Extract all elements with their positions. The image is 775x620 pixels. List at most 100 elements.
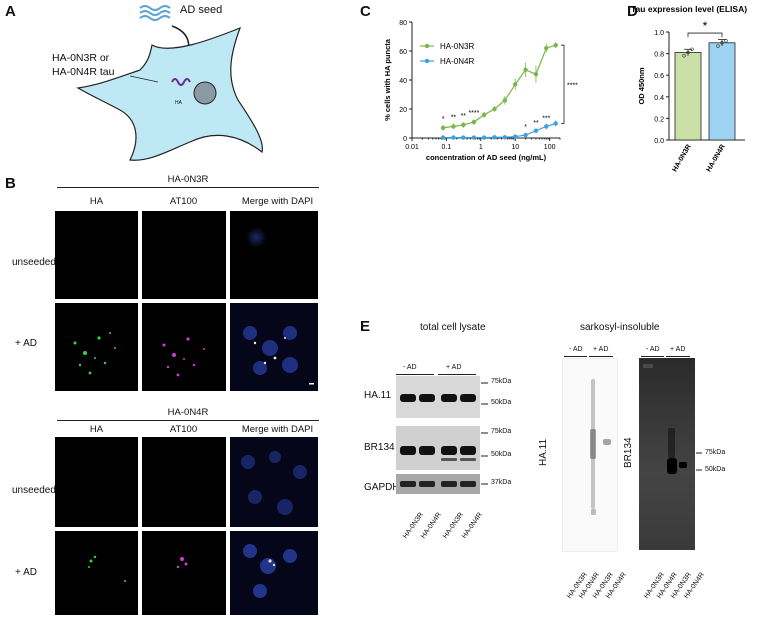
marker-total-75b: 75kDa <box>491 428 512 435</box>
c-point <box>544 124 549 129</box>
tau-label-2: HA-0N4R tau <box>52 66 115 78</box>
group1-row-unseeded: unseeded <box>12 257 56 268</box>
c-point <box>451 124 456 129</box>
c-y-tick-label: 60 <box>399 49 407 56</box>
d-point <box>716 44 720 48</box>
c-point <box>502 98 508 103</box>
group1-row-ad: + AD <box>15 338 37 349</box>
c-point <box>513 82 518 87</box>
c-point <box>553 121 558 126</box>
panel-d-chart: Tau expression level (ELISA) 0.0 0.2 0.4 0.6… <box>631 4 747 174</box>
c-sig-label: * <box>524 124 527 131</box>
c-point <box>492 106 497 112</box>
sarko2-row-label: BR134 <box>623 437 634 468</box>
group2-row-unseeded: unseeded <box>12 485 56 496</box>
c-point <box>492 135 497 140</box>
chart-c-axes: 0 20 40 60 80 0.01 0.1 1 10 100 concentration of A… <box>383 20 561 162</box>
c-bracket-label: **** <box>567 82 578 89</box>
c-sig-label: * <box>442 116 445 123</box>
blot-ha11-total <box>396 376 480 418</box>
seed-icon <box>139 5 171 21</box>
c-point <box>544 45 549 51</box>
c-legend-label-1: HA-0N4R <box>440 57 474 66</box>
c-point <box>461 122 466 128</box>
sarko1-minus-rule <box>564 356 587 357</box>
img-0n4r-unseeded-ha <box>55 437 138 527</box>
c-point <box>502 135 508 140</box>
c-point <box>481 135 487 140</box>
marker-sarko-75: 75kDa <box>705 449 726 456</box>
c-x-tick-label: 1 <box>479 144 483 151</box>
sarko-marker-ticks <box>696 452 702 471</box>
c-point <box>553 43 558 48</box>
group2-col-merge: Merge with DAPI <box>241 424 314 435</box>
c-point <box>481 112 487 118</box>
group2-col-at100: AT100 <box>169 424 198 435</box>
d-y-tick-label: 0.6 <box>654 73 664 80</box>
c-legend-label-0: HA-0N3R <box>440 42 474 51</box>
d-sig-label: * <box>703 19 708 33</box>
img-0n3r-unseeded-merge <box>230 211 318 299</box>
img-0n4r-ad-merge <box>230 531 318 615</box>
d-bar-1 <box>708 42 736 141</box>
d-y-label: OD 450nm <box>637 67 646 104</box>
d-y-tick-label: 0.8 <box>654 52 664 59</box>
c-y-tick-label: 20 <box>399 107 407 114</box>
c-sig-label: *** <box>542 115 550 122</box>
img-0n3r-ad-at100 <box>142 303 226 391</box>
sarko2-group-plus: + AD <box>670 346 686 353</box>
c-sig-label: ** <box>533 120 539 127</box>
d-y-tick-label: 0.0 <box>654 138 664 145</box>
img-0n3r-unseeded-ha <box>55 211 138 299</box>
group1-col-at100: AT100 <box>169 196 198 207</box>
c-x-label: concentration of AD seed (ng/mL) <box>426 153 547 162</box>
c-x-tick-label: 100 <box>544 144 556 151</box>
d-category-1: HA-0N4R <box>705 144 726 174</box>
c-legend-marker-1 <box>424 58 430 64</box>
img-0n4r-unseeded-at100 <box>142 437 226 527</box>
marker-total-37: 37kDa <box>491 479 512 486</box>
tau-squiggle-icon <box>171 78 191 86</box>
sarko1-group-minus: - AD <box>569 346 583 353</box>
row-ha11: HA.11 <box>364 390 392 401</box>
c-sig-label: ** <box>461 113 467 120</box>
d-y-tick-label: 0.2 <box>654 116 664 123</box>
c-point <box>471 135 477 140</box>
total-group-plus-rule <box>438 374 476 375</box>
c-y-tick-label: 0 <box>403 136 407 143</box>
c-sig-label: **** <box>468 110 479 117</box>
c-point <box>461 135 466 140</box>
c-x-tick-label: 0.1 <box>442 144 452 151</box>
marker-sarko-50: 50kDa <box>705 466 726 473</box>
pointer-line <box>129 75 159 83</box>
img-0n3r-unseeded-at100 <box>142 211 226 299</box>
c-legend-marker-0 <box>424 43 430 49</box>
c-point <box>513 134 518 139</box>
d-point <box>690 47 694 51</box>
d-y-tick-label: 1.0 <box>654 30 664 37</box>
d-category-0: HA-0N3R <box>671 144 692 174</box>
sarko1-group-plus: + AD <box>593 346 609 353</box>
d-y-tick-label: 0.4 <box>654 95 664 102</box>
group2-title: HA-0N4R <box>167 407 209 418</box>
d-point <box>724 38 728 43</box>
chart-c-series <box>440 42 558 140</box>
row-gapdh: GAPDH <box>364 482 400 493</box>
panel-a-schematic: AD seed HA-0N3R or HA-0N4R tau HA <box>0 0 360 170</box>
img-0n4r-ad-ha <box>55 531 138 615</box>
c-point <box>523 132 528 138</box>
group1-title: HA-0N3R <box>167 174 209 185</box>
sarko1-plus-rule <box>589 356 613 357</box>
c-point <box>451 135 456 140</box>
panel-c-chart: 0 20 40 60 80 0.01 0.1 1 10 100 concentration of A… <box>383 20 578 162</box>
panel-label-d: D <box>627 3 638 20</box>
blot-gapdh-total <box>396 474 480 494</box>
total-marker-ticks <box>481 382 488 485</box>
chart-c-legend: HA-0N3R HA-0N4R <box>420 42 474 66</box>
panel-b-microscopy: HA-0N3R HA AT100 Merge with DAPI unseede… <box>0 170 340 615</box>
marker-total-50b: 50kDa <box>491 451 512 458</box>
c-point <box>471 119 477 125</box>
panel-label-b: B <box>5 175 16 192</box>
total-group-plus: + AD <box>446 364 462 371</box>
img-0n3r-ad-ha <box>55 303 138 391</box>
